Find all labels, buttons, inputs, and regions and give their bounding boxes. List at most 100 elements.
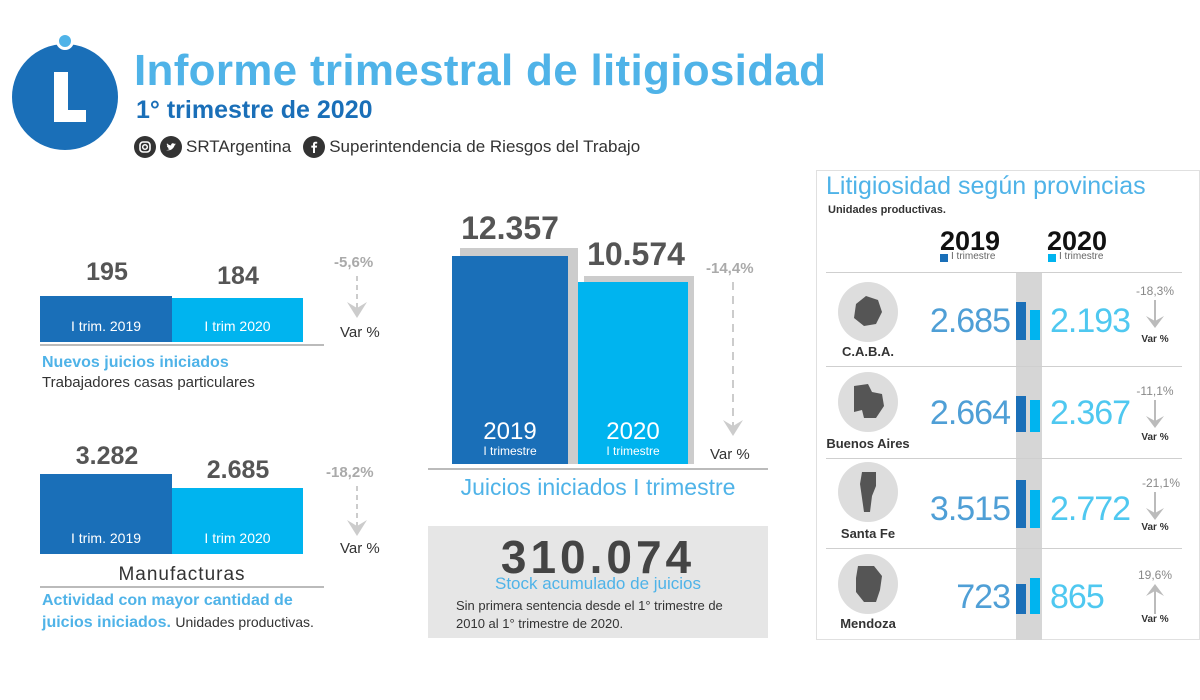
manuf-sector-label: Manufacturas — [118, 564, 246, 585]
manuf-caption-line1: Actividad con mayor cantidad de — [42, 592, 293, 609]
manuf-variation: -18,2% — [326, 464, 374, 481]
divider — [428, 468, 768, 470]
provinces-title: Litigiosidad según provincias — [826, 172, 1146, 200]
divider — [826, 548, 1182, 549]
province-value-2020: 2.193 — [1050, 302, 1131, 340]
juicios-variation: -14,4% — [706, 260, 754, 277]
province-value-2019: 723 — [956, 578, 1011, 616]
manuf-bar-label-2020: I trim 2020 — [204, 530, 271, 546]
stock-title: Stock acumulado de juicios — [494, 574, 701, 593]
province-bar-2019 — [1016, 302, 1026, 340]
divider — [826, 458, 1182, 459]
casas-bar-label-2020: I trim 2020 — [204, 318, 271, 334]
province-variation: -11,1% — [1136, 384, 1174, 398]
legend-swatch-2020 — [1048, 254, 1056, 262]
legend-swatch-2019 — [940, 254, 948, 262]
twitter-icon[interactable] — [160, 136, 182, 158]
social-handle[interactable]: SRTArgentina — [186, 137, 292, 156]
arrow-down-icon — [347, 486, 367, 536]
casas-variation: -5,6% — [334, 254, 374, 271]
province-bar-2019 — [1016, 584, 1026, 614]
manuf-caption-blue: juicios iniciados. — [42, 614, 171, 631]
arrow-down-icon — [723, 282, 743, 436]
province-bar-2020 — [1030, 490, 1040, 528]
facebook-icon[interactable] — [303, 136, 326, 158]
stock-line2: 2010 al 1° trimestre de 2020. — [456, 616, 624, 631]
arrow-down-icon — [1146, 492, 1164, 520]
juicios-value-2019: 12.357 — [461, 210, 559, 246]
provinces-subtitle: Unidades productivas. — [828, 204, 946, 216]
province-name: C.A.B.A. — [842, 344, 894, 359]
manuf-value-2020: 2.685 — [206, 456, 270, 484]
divider — [40, 344, 324, 346]
stock-value: 310.074 — [500, 531, 696, 583]
province-var-label: Var % — [1141, 334, 1169, 345]
province-bar-2019 — [1016, 396, 1026, 432]
arrow-down-icon — [347, 276, 367, 318]
arrow-down-icon — [1146, 400, 1164, 428]
page-title: Informe trimestral de litigiosidad — [134, 46, 827, 95]
province-var-label: Var % — [1141, 614, 1169, 625]
province-value-2020: 2.367 — [1050, 394, 1131, 432]
divider — [40, 586, 324, 588]
page-subtitle: 1° trimestre de 2020 — [136, 96, 373, 124]
instagram-icon[interactable] — [134, 136, 156, 158]
stock-line1: Sin primera sentencia desde el 1° trimes… — [456, 598, 723, 613]
casas-var-label: Var % — [340, 324, 380, 341]
province-value-2019: 3.515 — [929, 490, 1011, 528]
manuf-caption-line2: juicios iniciados. Unidades productivas. — [42, 614, 314, 632]
manuf-bar-2020: I trim 2020 — [172, 488, 303, 554]
province-value-2020: 2.772 — [1050, 490, 1131, 528]
province-variation: -21,1% — [1141, 476, 1181, 490]
juicios-caption: Juicios iniciados I trimestre — [460, 474, 736, 500]
province-value-2019: 2.664 — [929, 394, 1011, 432]
juicios-year-2020: 2020 — [606, 418, 660, 445]
map-buenos-aires-icon — [838, 372, 898, 432]
juicios-sub-2020: I trimestre — [606, 444, 660, 458]
manuf-bar-2019: I trim. 2019 — [40, 474, 172, 554]
casas-caption-sub: Trabajadores casas particulares — [42, 374, 255, 391]
arrow-up-icon — [1146, 584, 1164, 614]
province-bar-2020 — [1030, 310, 1040, 340]
province-bar-2020 — [1030, 578, 1040, 614]
province-bar-2019 — [1016, 480, 1026, 528]
provinces-year-2019: 2019 — [940, 226, 1001, 256]
casas-value-2020: 184 — [217, 262, 259, 290]
divider — [826, 272, 1182, 273]
manuf-caption-dark: Unidades productivas. — [175, 614, 314, 630]
map-mendoza-icon — [838, 554, 898, 614]
juicios-value-2020: 10.574 — [587, 236, 685, 272]
juicios-var-label: Var % — [710, 446, 750, 463]
province-name: Santa Fe — [840, 526, 896, 541]
casas-bar-2019: I trim. 2019 — [40, 296, 172, 342]
juicios-bar-2019: 2019 I trimestre — [452, 256, 568, 464]
map-caba-icon — [838, 282, 898, 342]
arrow-down-icon — [1146, 300, 1164, 328]
logo-dot — [56, 32, 74, 50]
province-value-2019: 2.685 — [929, 302, 1011, 340]
manuf-value-2019: 3.282 — [75, 442, 139, 470]
casas-caption-title: Nuevos juicios iniciados — [42, 354, 229, 371]
logo-letter — [54, 72, 86, 122]
juicios-year-2019: 2019 — [483, 418, 537, 445]
manuf-bar-label-2019: I trim. 2019 — [70, 530, 142, 546]
manuf-var-label: Var % — [340, 540, 380, 557]
juicios-bar-2020: 2020 I trimestre — [578, 282, 688, 464]
province-bar-2020 — [1030, 400, 1040, 432]
province-var-label: Var % — [1141, 522, 1169, 533]
divider — [826, 366, 1182, 367]
stock-box: 310.074 Stock acumulado de juicios Sin p… — [428, 526, 768, 638]
provinces-sub-2020: I trimestre — [1059, 251, 1104, 262]
province-variation: -18,3% — [1135, 284, 1175, 298]
province-name: Mendoza — [840, 616, 896, 631]
province-value-2020: 865 — [1050, 578, 1105, 616]
casas-value-2019: 195 — [86, 258, 128, 286]
social-org[interactable]: Superintendencia de Riesgos del Trabajo — [329, 137, 641, 156]
casas-bar-2020: I trim 2020 — [172, 298, 303, 342]
province-name: Buenos Aires — [826, 436, 910, 451]
casas-bar-label-2019: I trim. 2019 — [70, 318, 142, 334]
social-links: SRTArgentina Superintendencia de Riesgos… — [134, 136, 640, 158]
map-santa-fe-icon — [838, 462, 898, 522]
province-var-label: Var % — [1141, 432, 1169, 443]
logo-l-icon — [12, 44, 118, 150]
